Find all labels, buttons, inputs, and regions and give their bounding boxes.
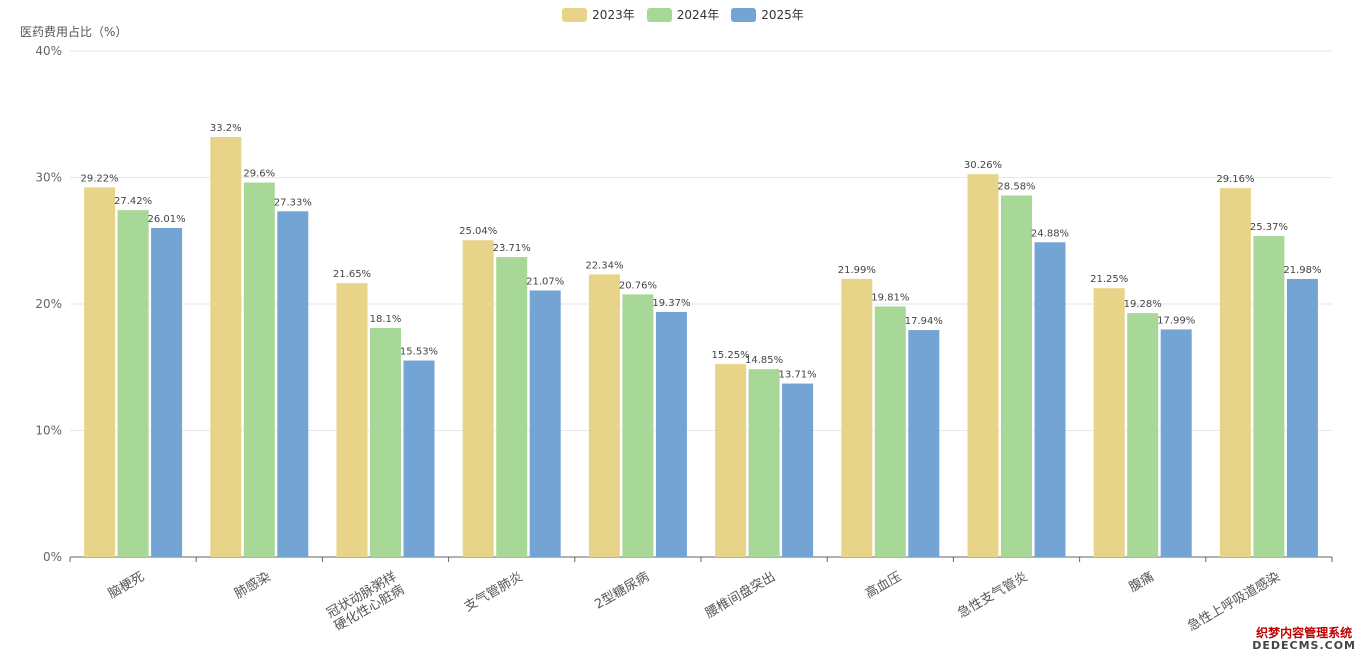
x-tick-label: 脑梗死 [106, 569, 147, 601]
y-tick-label: 40% [35, 44, 62, 58]
data-label: 19.37% [652, 298, 690, 309]
data-label: 30.26% [964, 160, 1002, 171]
data-label: 24.88% [1031, 228, 1069, 239]
data-label: 19.81% [871, 292, 909, 303]
data-label: 21.99% [838, 265, 876, 276]
watermark-line1: 织梦内容管理系统 [1256, 625, 1353, 640]
bar [529, 290, 561, 557]
data-label: 21.98% [1283, 265, 1321, 276]
legend-swatch-2023 [562, 7, 588, 22]
bar [1160, 329, 1192, 557]
data-label: 29.22% [81, 173, 119, 184]
bar [117, 210, 149, 557]
data-label: 23.71% [493, 243, 531, 254]
x-tick-label: 支气管肺炎 [461, 569, 525, 615]
bar [1034, 242, 1066, 557]
x-tick-label: 高血压 [863, 569, 905, 602]
bar [1093, 288, 1125, 557]
bar [908, 330, 940, 557]
legend-swatch-2025 [731, 7, 757, 22]
bar [277, 211, 309, 557]
bar [370, 328, 401, 557]
bar [874, 306, 906, 557]
x-tick-label: 腰椎间盘突出 [703, 569, 779, 622]
bar [496, 257, 528, 557]
bar [403, 360, 435, 557]
bar [715, 364, 747, 557]
watermark: 织梦内容管理系统 DEDECMS.COM [1252, 625, 1356, 652]
x-tick-label: 冠状动脉粥样硬化性心脏病 [324, 569, 407, 635]
data-label: 21.25% [1090, 274, 1128, 285]
bar [462, 240, 494, 557]
chart-legend: 2023年 2024年 2025年 [0, 6, 1366, 23]
bar [1253, 236, 1285, 557]
data-label: 33.2% [210, 123, 242, 134]
legend-item-2025[interactable]: 2025年 [731, 6, 804, 23]
x-tick-label: 2型糖尿病 [592, 569, 652, 613]
bar [336, 283, 368, 557]
legend-swatch-2024 [646, 7, 672, 22]
data-label: 25.04% [459, 226, 497, 237]
data-label: 27.33% [274, 197, 312, 208]
x-tick-label: 腹痛 [1126, 569, 1157, 596]
data-label: 21.65% [333, 269, 371, 280]
data-label: 21.07% [526, 276, 564, 287]
data-label: 19.28% [1124, 299, 1162, 310]
bar [967, 174, 999, 557]
y-tick-label: 10% [35, 424, 62, 438]
data-label: 17.99% [1157, 315, 1195, 326]
data-label: 22.34% [585, 260, 623, 271]
legend-label-2023: 2023年 [592, 8, 635, 22]
data-label: 28.58% [997, 181, 1035, 192]
bar [210, 137, 242, 557]
x-tick-label: 急性上呼吸道感染 [1185, 569, 1283, 635]
data-label: 13.71% [779, 370, 817, 381]
data-label: 25.37% [1250, 222, 1288, 233]
bar [1286, 278, 1318, 557]
data-label: 26.01% [148, 214, 186, 225]
bar [243, 182, 275, 557]
y-tick-label: 0% [43, 550, 62, 564]
legend-label-2025: 2025年 [761, 8, 804, 22]
data-label: 29.16% [1216, 174, 1254, 185]
data-label: 14.85% [745, 355, 783, 366]
bar [782, 383, 814, 557]
legend-item-2024[interactable]: 2024年 [646, 6, 720, 23]
y-axis-title: 医药费用占比（%） [20, 25, 128, 39]
legend-item-2023[interactable]: 2023年 [562, 6, 635, 23]
y-tick-label: 20% [35, 297, 62, 311]
bar [748, 369, 780, 557]
legend-label-2024: 2024年 [676, 8, 720, 22]
data-label: 29.6% [243, 169, 275, 180]
bar [588, 274, 620, 557]
bar [841, 278, 873, 557]
data-label: 18.1% [370, 314, 402, 325]
bar [1127, 313, 1159, 557]
y-tick-label: 30% [35, 171, 62, 185]
bar [1219, 188, 1251, 557]
x-tick-label: 肺感染 [232, 569, 274, 602]
data-label: 15.53% [400, 347, 438, 358]
bar [622, 294, 654, 557]
bar [151, 227, 183, 557]
bar [655, 311, 687, 557]
bar [84, 187, 116, 557]
data-label: 17.94% [905, 316, 943, 327]
x-tick-label: 急性支气管炎 [955, 569, 1031, 622]
data-label: 27.42% [114, 196, 152, 207]
watermark-line2: DEDECMS.COM [1252, 638, 1356, 652]
bar [1001, 195, 1032, 557]
data-label: 20.76% [619, 280, 657, 291]
data-label: 15.25% [712, 350, 750, 361]
